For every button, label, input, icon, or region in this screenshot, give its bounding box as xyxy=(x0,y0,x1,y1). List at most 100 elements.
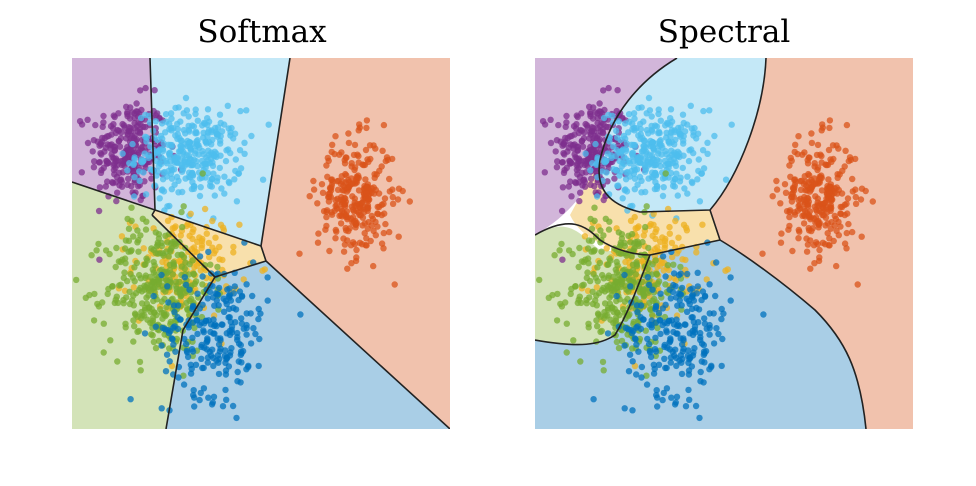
scatter-point xyxy=(152,276,159,283)
scatter-point xyxy=(339,208,346,215)
scatter-point xyxy=(124,215,131,223)
scatter-point xyxy=(673,330,680,337)
scatter-point xyxy=(230,135,237,142)
scatter-point xyxy=(141,330,149,337)
scatter-point xyxy=(158,309,166,316)
scatter-point xyxy=(356,239,364,246)
scatter-point xyxy=(668,118,676,125)
scatter-point xyxy=(625,368,633,375)
scatter-point xyxy=(791,181,799,189)
scatter-point xyxy=(190,123,198,130)
scatter-point xyxy=(628,253,635,260)
scatter-point xyxy=(693,249,700,256)
scatter-point xyxy=(226,305,233,313)
scatter-point xyxy=(703,276,710,283)
scatter-point xyxy=(648,152,656,159)
scatter-point xyxy=(645,244,652,252)
scatter-point xyxy=(189,334,196,341)
scatter-point xyxy=(234,329,241,337)
scatter-point xyxy=(668,394,675,401)
scatter-point xyxy=(238,315,245,322)
scatter-point xyxy=(662,273,669,280)
scatter-point xyxy=(584,245,592,252)
scatter-point xyxy=(593,302,600,309)
scatter-point xyxy=(628,141,635,148)
scatter-point xyxy=(852,193,859,201)
scatter-point xyxy=(217,221,225,228)
scatter-point xyxy=(646,107,654,114)
scatter-point xyxy=(814,141,822,149)
scatter-point xyxy=(323,208,330,216)
scatter-point xyxy=(341,160,349,167)
scatter-point xyxy=(652,171,659,178)
scatter-point xyxy=(580,176,588,183)
scatter-point xyxy=(685,371,693,378)
scatter-point xyxy=(198,355,205,362)
scatter-point xyxy=(597,227,604,234)
scatter-point xyxy=(587,215,594,223)
scatter-point xyxy=(183,347,190,355)
scatter-point xyxy=(625,276,633,284)
scatter-point xyxy=(631,124,638,132)
scatter-point xyxy=(594,323,601,330)
scatter-point xyxy=(100,320,108,327)
scatter-point xyxy=(395,185,403,192)
scatter-point xyxy=(659,175,667,182)
scatter-point xyxy=(122,324,129,331)
scatter-point xyxy=(145,154,152,161)
scatter-point xyxy=(689,352,697,359)
scatter-point xyxy=(688,178,695,185)
scatter-point xyxy=(380,200,387,207)
scatter-point xyxy=(608,154,615,161)
scatter-point xyxy=(181,274,188,281)
scatter-point xyxy=(651,346,659,353)
scatter-point xyxy=(131,323,138,330)
scatter-point xyxy=(787,173,794,180)
scatter-point xyxy=(824,220,831,227)
scatter-point xyxy=(572,179,580,187)
scatter-point xyxy=(119,150,126,157)
scatter-point xyxy=(591,204,598,211)
scatter-point xyxy=(210,354,217,362)
scatter-point xyxy=(191,280,198,287)
scatter-point xyxy=(663,151,670,158)
scatter-point xyxy=(120,122,128,129)
scatter-point xyxy=(351,241,358,248)
scatter-point xyxy=(632,336,639,343)
scatter-point xyxy=(194,330,201,338)
scatter-point xyxy=(574,113,581,121)
scatter-point xyxy=(706,331,713,338)
scatter-point xyxy=(180,381,188,388)
scatter-point xyxy=(678,302,685,309)
scatter-point xyxy=(611,175,618,182)
scatter-point xyxy=(96,256,103,263)
scatter-point xyxy=(109,179,117,187)
scatter-point xyxy=(198,237,206,245)
scatter-point xyxy=(332,235,339,242)
scatter-point xyxy=(121,245,129,252)
scatter-point xyxy=(163,304,170,311)
scatter-point xyxy=(804,160,812,167)
scatter-point xyxy=(243,331,250,338)
scatter-point xyxy=(147,143,154,150)
scatter-point xyxy=(215,302,222,309)
scatter-point xyxy=(581,183,589,190)
scatter-point xyxy=(555,121,562,129)
scatter-point xyxy=(601,300,609,307)
scatter-point xyxy=(722,176,730,183)
scatter-point xyxy=(659,192,667,200)
scatter-point xyxy=(580,258,587,266)
scatter-point xyxy=(615,118,622,125)
scatter-point xyxy=(205,118,213,125)
scatter-point xyxy=(134,328,141,335)
scatter-point xyxy=(697,368,704,376)
scatter-point xyxy=(182,340,190,348)
scatter-point xyxy=(249,292,256,300)
scatter-point xyxy=(683,308,691,315)
scatter-point xyxy=(662,170,669,177)
scatter-point xyxy=(592,140,599,148)
scatter-point xyxy=(156,159,163,167)
scatter-point xyxy=(685,157,693,165)
scatter-point xyxy=(676,297,683,304)
scatter-point xyxy=(570,337,577,344)
